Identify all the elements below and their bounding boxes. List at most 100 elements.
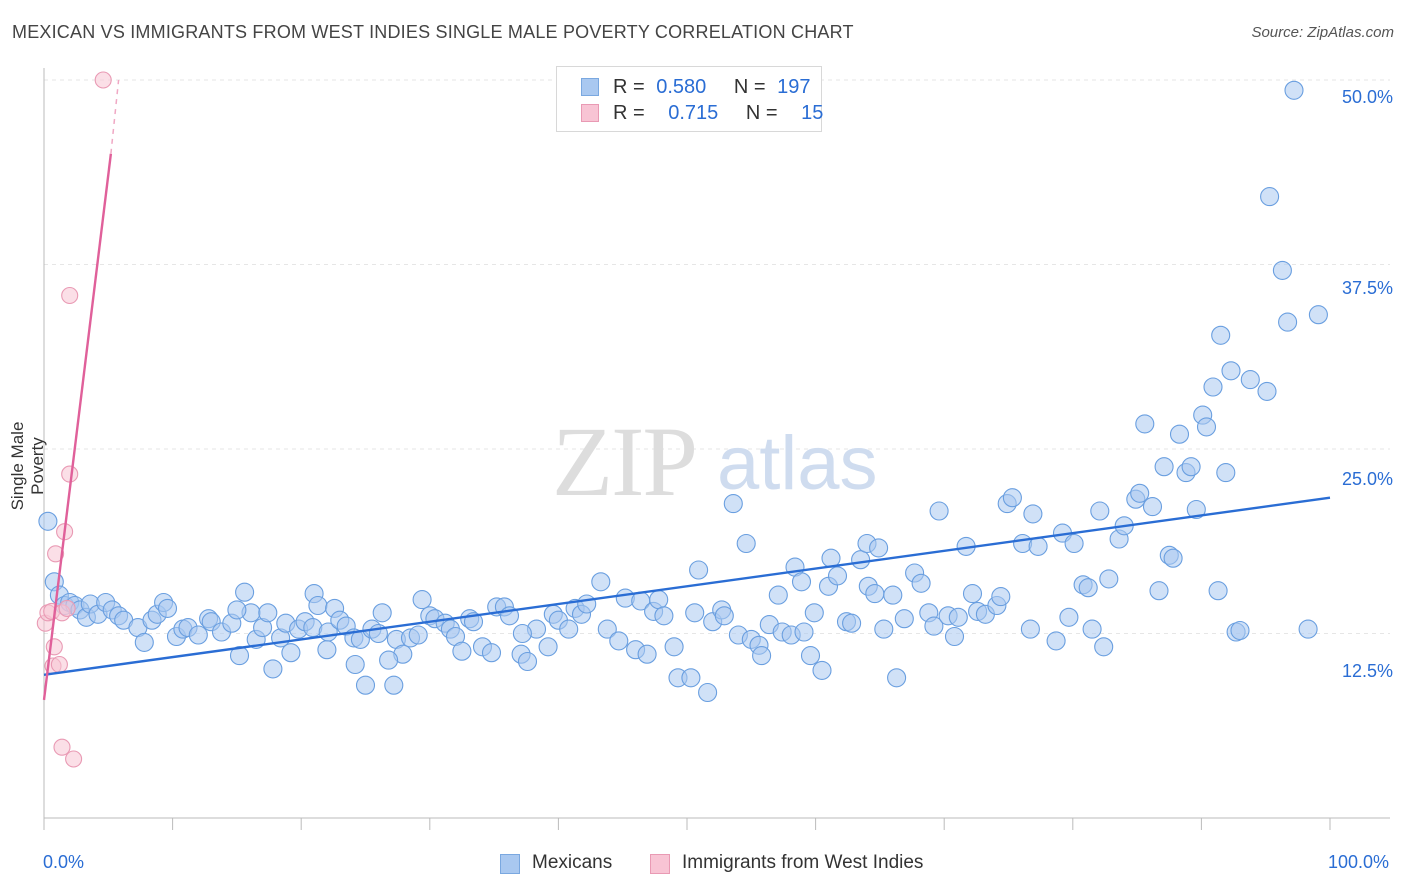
legend-r-label: R = bbox=[613, 102, 645, 124]
point-mexicans bbox=[664, 637, 684, 657]
point-mexicans bbox=[827, 566, 848, 586]
point-mexicans bbox=[538, 637, 558, 657]
point-mexicans bbox=[948, 607, 968, 627]
point-mexicans bbox=[1196, 417, 1217, 437]
trendline-westindies bbox=[42, 153, 113, 701]
point-mexicans bbox=[38, 511, 58, 531]
x-tick-label-max: 100.0% bbox=[1328, 852, 1390, 872]
point-mexicans bbox=[1272, 260, 1292, 280]
point-mexicans bbox=[1023, 504, 1043, 524]
point-mexicans bbox=[408, 625, 428, 645]
point-mexicans bbox=[134, 632, 154, 652]
point-mexicans bbox=[1149, 581, 1169, 601]
y-axis-label: Single Male Poverty bbox=[8, 421, 47, 511]
point-mexicans bbox=[355, 675, 376, 695]
point-mexicans bbox=[714, 606, 734, 626]
point-mexicans bbox=[1230, 620, 1250, 641]
point-mexicans bbox=[317, 640, 337, 660]
bottom-legend-swatch-mexicans bbox=[500, 854, 520, 874]
point-mexicans bbox=[1094, 637, 1114, 657]
point-mexicans bbox=[1298, 619, 1318, 639]
legend-r-value: 0.580 bbox=[656, 76, 707, 98]
chart-source: Source: ZipAtlas.com bbox=[1251, 24, 1394, 41]
legend-n-label: N = bbox=[745, 102, 778, 124]
y-tick-label-37-5: 37.5% bbox=[1341, 278, 1393, 298]
legend-n-value: 15 bbox=[801, 102, 824, 124]
point-mexicans bbox=[235, 582, 255, 602]
point-westindies bbox=[94, 71, 112, 89]
point-mexicans bbox=[944, 626, 965, 647]
point-mexicans bbox=[654, 606, 674, 626]
point-mexicans bbox=[1046, 631, 1066, 651]
point-mexicans bbox=[649, 590, 669, 610]
point-mexicans bbox=[1211, 325, 1231, 345]
point-mexicans bbox=[1181, 457, 1201, 477]
legend-swatch-mexicans bbox=[581, 78, 599, 96]
point-mexicans bbox=[894, 609, 914, 629]
point-mexicans bbox=[591, 572, 611, 592]
point-mexicans bbox=[883, 585, 903, 605]
watermark-zip: ZIP bbox=[552, 406, 698, 517]
point-mexicans bbox=[768, 585, 788, 605]
point-mexicans bbox=[804, 603, 824, 623]
point-mexicans bbox=[874, 619, 894, 639]
point-mexicans bbox=[1257, 381, 1277, 401]
point-mexicans bbox=[559, 619, 579, 639]
point-mexicans bbox=[1130, 483, 1150, 503]
point-mexicans bbox=[1216, 463, 1236, 483]
point-mexicans bbox=[263, 659, 283, 679]
point-mexicans bbox=[698, 682, 718, 703]
point-mexicans bbox=[481, 643, 502, 663]
bottom-legend-swatch-westindies bbox=[650, 854, 670, 874]
legend-swatch-westindies bbox=[581, 104, 599, 122]
point-mexicans bbox=[929, 501, 949, 521]
point-mexicans bbox=[227, 600, 247, 620]
point-mexicans bbox=[452, 641, 472, 661]
point-mexicans bbox=[736, 533, 756, 554]
point-mexicans bbox=[577, 594, 597, 614]
point-mexicans bbox=[723, 494, 743, 514]
point-mexicans bbox=[372, 603, 392, 623]
point-mexicans bbox=[258, 603, 278, 623]
point-mexicans bbox=[1090, 501, 1110, 521]
point-westindies bbox=[61, 465, 79, 483]
point-mexicans bbox=[842, 613, 862, 633]
point-mexicans bbox=[1308, 305, 1328, 325]
legend-n-value: 197 bbox=[777, 76, 811, 98]
point-mexicans bbox=[991, 587, 1011, 607]
point-mexicans bbox=[512, 623, 532, 644]
watermark-atlas: atlas bbox=[717, 421, 878, 506]
point-mexicans bbox=[384, 675, 404, 695]
point-mexicans bbox=[379, 650, 399, 670]
point-mexicans bbox=[281, 643, 301, 663]
point-mexicans bbox=[1163, 548, 1183, 568]
point-mexicans bbox=[851, 550, 871, 570]
point-mexicans bbox=[1078, 578, 1098, 598]
point-mexicans bbox=[308, 595, 328, 616]
point-mexicans bbox=[188, 625, 208, 645]
point-mexicans bbox=[865, 584, 885, 604]
point-mexicans bbox=[1221, 361, 1241, 381]
bottom-legend-label-westindies: Immigrants from West Indies bbox=[682, 852, 924, 873]
point-mexicans bbox=[609, 631, 629, 651]
point-mexicans bbox=[924, 616, 944, 636]
point-mexicans bbox=[887, 668, 907, 688]
point-westindies bbox=[58, 599, 76, 617]
point-mexicans bbox=[791, 572, 812, 592]
trendline-westindies-extension bbox=[110, 79, 120, 154]
point-mexicans bbox=[800, 646, 821, 666]
legend-n-label: N = bbox=[733, 76, 766, 98]
point-mexicans bbox=[1002, 488, 1022, 508]
point-mexicans bbox=[1186, 499, 1206, 520]
point-westindies bbox=[50, 655, 68, 674]
point-mexicans bbox=[637, 644, 657, 664]
point-mexicans bbox=[1169, 424, 1190, 444]
point-mexicans bbox=[689, 560, 709, 580]
point-mexicans bbox=[962, 584, 983, 604]
point-mexicans bbox=[681, 668, 701, 688]
point-mexicans bbox=[812, 660, 832, 680]
chart-title: MEXICAN VS IMMIGRANTS FROM WEST INDIES S… bbox=[12, 22, 854, 42]
point-mexicans bbox=[1240, 370, 1260, 390]
point-mexicans bbox=[157, 598, 178, 618]
correlation-legend: R = 0.580 N = 197 R = 0.715 N = 15 bbox=[556, 66, 824, 132]
